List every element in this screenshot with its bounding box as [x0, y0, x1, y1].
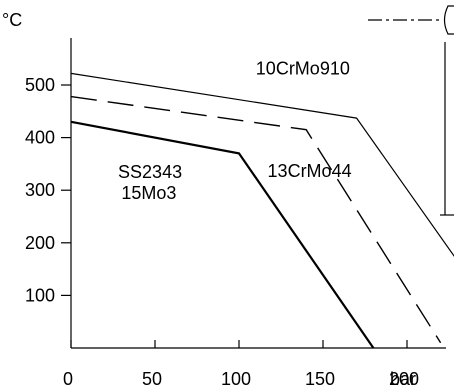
y-tick-label: 400 — [25, 128, 55, 148]
series-lines — [70, 72, 454, 349]
adjacent-figure-fragment — [368, 5, 454, 216]
x-tick-label: 50 — [142, 369, 162, 389]
x-tick-label: 200 — [389, 369, 419, 389]
series-line-10crmo910 — [70, 72, 454, 257]
x-tick-label: 150 — [305, 369, 335, 389]
curve-label-ss2343: SS2343 — [118, 162, 182, 182]
curve-label-10crmo910: 10CrMo910 — [256, 58, 350, 78]
series-line-13crmo44 — [70, 95, 442, 344]
plot-axes — [70, 38, 446, 349]
x-axis-unit-label: bar — [390, 369, 416, 389]
x-ticks: 0 50 100 150 200 — [63, 340, 419, 389]
curve-label-13crmo44: 13CrMo44 — [268, 161, 352, 181]
curve-label-15mo3: 15Mo3 — [121, 183, 176, 203]
y-ticks: 100 200 300 400 500 — [25, 75, 71, 305]
series-line-ss2343-15mo3 — [70, 120, 375, 349]
y-tick-label: 500 — [25, 75, 55, 95]
x-tick-label: 100 — [221, 369, 251, 389]
y-tick-label: 200 — [25, 233, 55, 253]
y-axis-unit-label: °C — [2, 10, 22, 30]
x-tick-label: 0 — [63, 369, 73, 389]
y-tick-label: 300 — [25, 180, 55, 200]
y-tick-label: 100 — [25, 285, 55, 305]
